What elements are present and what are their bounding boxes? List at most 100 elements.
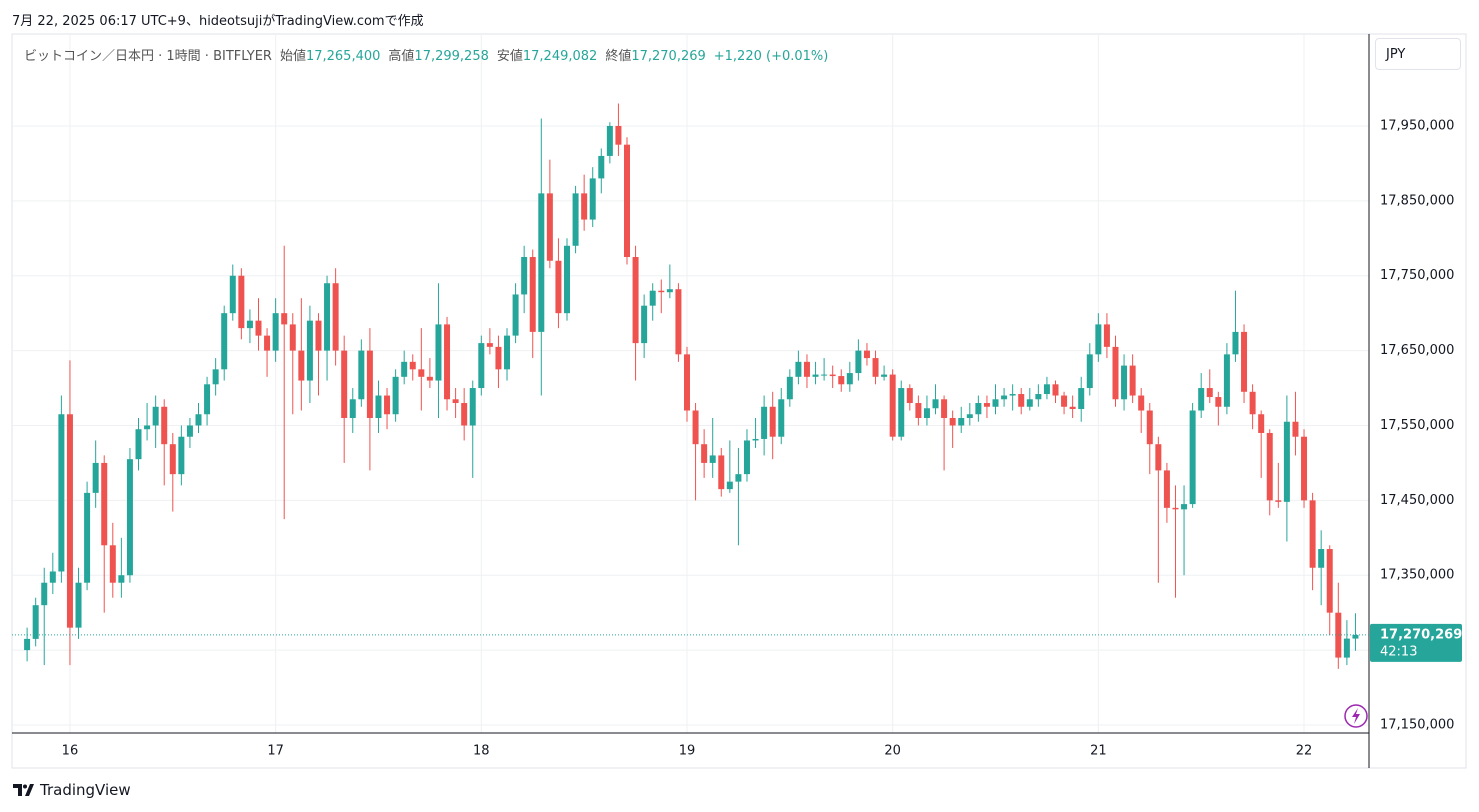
candle-body xyxy=(1189,410,1196,505)
candle-body xyxy=(32,605,39,639)
candle xyxy=(1146,403,1153,475)
candle xyxy=(1232,290,1239,362)
candle-body xyxy=(478,343,485,389)
candle xyxy=(1009,384,1016,411)
candle-body xyxy=(1129,365,1136,396)
candle xyxy=(572,185,579,254)
candle xyxy=(1095,313,1102,362)
candle xyxy=(718,447,725,497)
x-tick-label: 17 xyxy=(267,744,284,759)
x-tick-label: 20 xyxy=(884,744,901,759)
candle-body xyxy=(289,324,296,351)
candle-body xyxy=(572,193,579,246)
candle xyxy=(204,376,211,426)
candle-body xyxy=(752,438,759,441)
candle xyxy=(1112,335,1119,407)
candle-body xyxy=(41,582,48,606)
x-tick-label: 18 xyxy=(473,744,490,759)
candle xyxy=(375,380,382,433)
candle-body xyxy=(75,582,82,628)
candle-body xyxy=(1052,384,1059,396)
candle-body xyxy=(238,275,245,329)
candle xyxy=(1078,376,1085,422)
candle xyxy=(169,432,176,512)
candle xyxy=(512,283,519,344)
candle-body xyxy=(1275,500,1282,502)
candle xyxy=(118,537,125,598)
candle xyxy=(1266,429,1273,516)
candle-body xyxy=(109,545,116,583)
candle xyxy=(735,447,742,546)
candle-body xyxy=(649,290,656,306)
candle-body xyxy=(1061,395,1068,407)
candle-body xyxy=(778,399,785,437)
candle-body xyxy=(581,193,588,220)
candle-body xyxy=(118,575,125,583)
candle-body xyxy=(872,358,879,377)
alert-icon[interactable] xyxy=(1344,704,1368,728)
candles xyxy=(24,103,1359,669)
candle xyxy=(238,268,245,340)
x-tick-label: 19 xyxy=(679,744,696,759)
candle-body xyxy=(598,155,605,179)
candle xyxy=(1335,582,1342,669)
candle xyxy=(1155,436,1162,583)
candle xyxy=(221,305,228,381)
candle xyxy=(101,455,108,613)
candle-body xyxy=(401,361,408,377)
candle-body xyxy=(975,403,982,415)
candle-body xyxy=(221,313,228,370)
candle-body xyxy=(135,429,142,460)
legend-value: 17,265,400 xyxy=(305,49,381,64)
candle-body xyxy=(658,290,665,293)
currency-button[interactable]: JPY xyxy=(1375,38,1461,70)
candle xyxy=(135,417,142,471)
footer: TradingView xyxy=(40,781,131,799)
candle xyxy=(1035,384,1042,407)
candle xyxy=(538,118,545,396)
candle xyxy=(743,429,750,482)
tv-logo xyxy=(13,784,34,796)
candle xyxy=(504,328,511,381)
candle xyxy=(1352,613,1359,651)
candle-body xyxy=(803,361,810,377)
candle xyxy=(186,417,193,448)
candle xyxy=(1249,384,1256,430)
candle-body xyxy=(435,324,442,381)
candle-body xyxy=(152,406,159,426)
candle xyxy=(821,358,828,381)
candle xyxy=(1061,391,1068,415)
candle-body xyxy=(272,313,279,351)
candle-body xyxy=(641,305,648,344)
candle xyxy=(546,159,553,269)
candle xyxy=(778,388,785,445)
candle-body xyxy=(1095,324,1102,355)
candle xyxy=(906,384,913,411)
candle-body xyxy=(683,354,690,411)
candle xyxy=(152,395,159,448)
candle xyxy=(264,328,271,377)
x-tick-label: 16 xyxy=(62,744,79,759)
candle xyxy=(1189,403,1196,508)
candle-body xyxy=(49,571,56,583)
candle-body xyxy=(1009,394,1016,396)
candle-body xyxy=(1326,549,1333,613)
candle-body xyxy=(504,335,511,370)
candle xyxy=(392,369,399,422)
candle-body xyxy=(1172,507,1179,510)
candle-body xyxy=(1301,436,1308,501)
countdown: 42:13 xyxy=(1380,644,1417,659)
candle xyxy=(349,388,356,433)
candle-body xyxy=(229,275,236,314)
candle-body xyxy=(495,346,502,370)
candle-body xyxy=(846,373,853,385)
candle xyxy=(1318,530,1325,606)
candle-body xyxy=(1258,414,1265,433)
candle xyxy=(195,403,202,433)
candle xyxy=(898,380,905,441)
candle-body xyxy=(1026,399,1033,407)
candle-body xyxy=(1086,354,1093,389)
candle xyxy=(838,369,845,392)
candle-body xyxy=(264,335,271,351)
candle xyxy=(675,283,682,362)
